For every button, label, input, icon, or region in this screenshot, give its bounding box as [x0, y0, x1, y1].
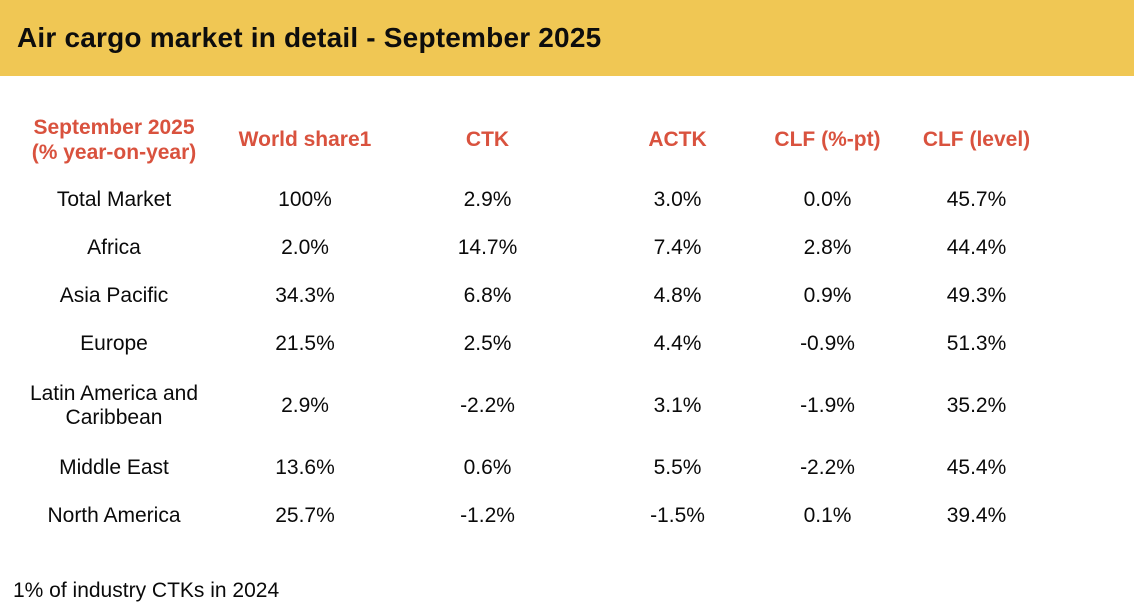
- column-header-actk: ACTK: [648, 128, 707, 152]
- table-row-latin-america-caribbean: Latin America and Caribbean 2.9% -2.2% 3…: [8, 368, 1068, 444]
- actk-value: 5.5%: [653, 455, 702, 479]
- clf-level-value: 51.3%: [946, 331, 1007, 355]
- world-share-value: 13.6%: [275, 455, 335, 479]
- clf-pt-value: 0.9%: [803, 283, 852, 307]
- region-label: North America: [47, 503, 181, 527]
- column-header-ctk: CTK: [465, 128, 510, 152]
- region-label: Middle East: [59, 455, 169, 479]
- clf-level-value: 39.4%: [946, 503, 1007, 527]
- ctk-value: 0.6%: [463, 455, 512, 479]
- footnote: 1% of industry CTKs in 2024: [13, 579, 280, 602]
- ctk-value: 2.9%: [463, 187, 512, 211]
- column-header-clf-pt: CLF (%-pt): [774, 128, 881, 152]
- world-share-value: 21.5%: [275, 331, 335, 355]
- page-title: Air cargo market in detail - September 2…: [17, 22, 602, 53]
- actk-value: 4.8%: [653, 283, 702, 307]
- clf-pt-value: 0.1%: [803, 503, 852, 527]
- table-header-row: September 2025 (% year-on-year) World sh…: [8, 104, 1068, 176]
- region-label-line2: Caribbean: [65, 406, 163, 429]
- actk-value: -1.5%: [650, 503, 705, 527]
- clf-pt-value: -2.2%: [800, 455, 855, 479]
- clf-pt-value: 0.0%: [803, 187, 852, 211]
- table-row-total-market: Total Market 100% 2.9% 3.0% 0.0% 45.7%: [8, 176, 1068, 224]
- column-header-clf-level: CLF (level): [922, 128, 1031, 152]
- ctk-value: 2.5%: [463, 331, 512, 355]
- actk-value: 7.4%: [653, 235, 702, 259]
- world-share-value: 100%: [278, 187, 332, 211]
- clf-level-value: 44.4%: [946, 235, 1007, 259]
- clf-level-value: 45.4%: [946, 455, 1007, 479]
- region-label: Asia Pacific: [59, 283, 169, 307]
- world-share-value: 2.9%: [281, 393, 329, 417]
- column-header-period-line2: (% year-on-year): [31, 141, 197, 164]
- actk-value: 3.1%: [653, 393, 702, 417]
- world-share-value: 34.3%: [275, 283, 335, 307]
- table-row-europe: Europe 21.5% 2.5% 4.4% -0.9% 51.3%: [8, 320, 1068, 368]
- table-row-middle-east: Middle East 13.6% 0.6% 5.5% -2.2% 45.4%: [8, 444, 1068, 492]
- actk-value: 4.4%: [653, 331, 702, 355]
- column-header-period: September 2025 (% year-on-year): [8, 104, 220, 176]
- region-label: Total Market: [56, 187, 172, 211]
- air-cargo-table: September 2025 (% year-on-year) World sh…: [8, 104, 1068, 540]
- region-label-line1: Latin America and: [29, 381, 199, 405]
- column-header-world-share: World share1: [238, 128, 372, 152]
- world-share-value: 25.7%: [275, 503, 335, 527]
- ctk-value: -2.2%: [460, 393, 515, 417]
- region-label: Africa: [87, 235, 141, 259]
- region-label: Latin America and Caribbean: [8, 368, 220, 444]
- column-header-period-line1: September 2025: [33, 115, 195, 139]
- clf-pt-value: -1.9%: [800, 393, 855, 417]
- region-label: Europe: [80, 331, 148, 355]
- world-share-value: 2.0%: [281, 235, 329, 259]
- table-row-asia-pacific: Asia Pacific 34.3% 6.8% 4.8% 0.9% 49.3%: [8, 272, 1068, 320]
- clf-pt-value: -0.9%: [800, 331, 855, 355]
- clf-pt-value: 2.8%: [803, 235, 852, 259]
- table-row-north-america: North America 25.7% -1.2% -1.5% 0.1% 39.…: [8, 492, 1068, 540]
- title-bar: Air cargo market in detail - September 2…: [0, 0, 1134, 76]
- actk-value: 3.0%: [653, 187, 702, 211]
- clf-level-value: 35.2%: [946, 393, 1007, 417]
- clf-level-value: 45.7%: [946, 187, 1007, 211]
- ctk-value: 14.7%: [457, 235, 518, 259]
- table-row-africa: Africa 2.0% 14.7% 7.4% 2.8% 44.4%: [8, 224, 1068, 272]
- clf-level-value: 49.3%: [946, 283, 1007, 307]
- ctk-value: -1.2%: [460, 503, 515, 527]
- ctk-value: 6.8%: [463, 283, 512, 307]
